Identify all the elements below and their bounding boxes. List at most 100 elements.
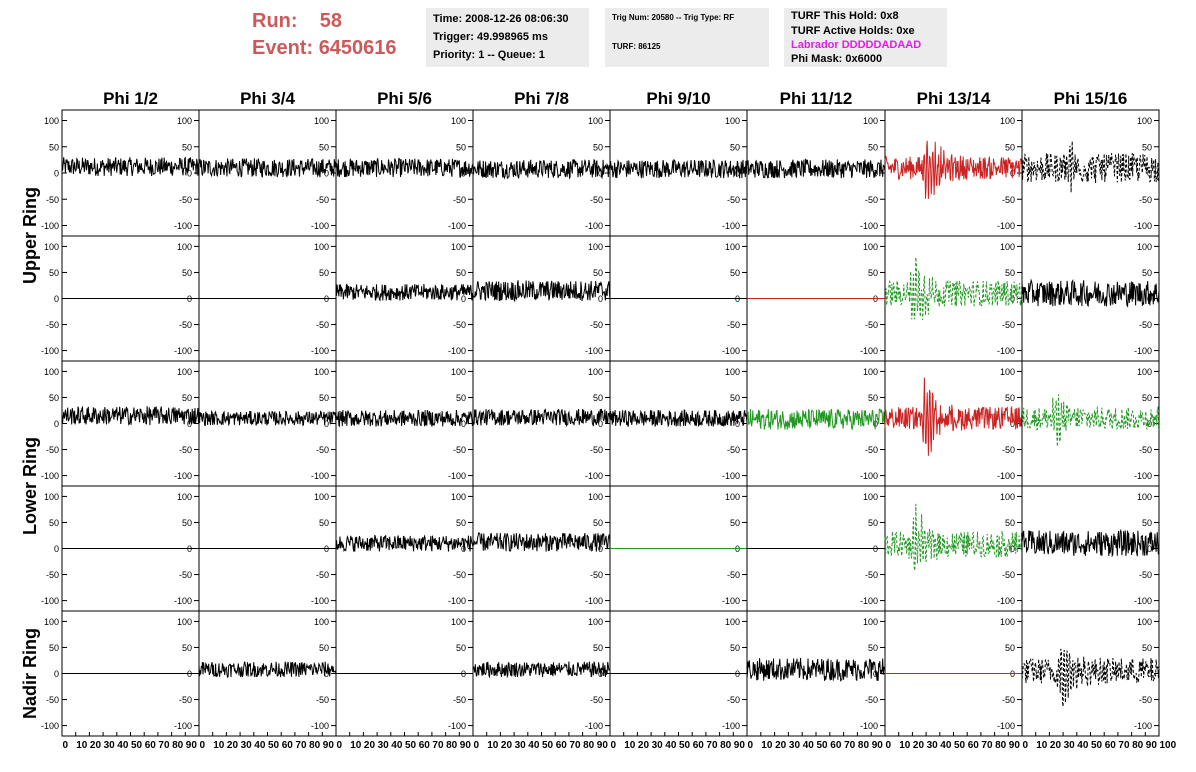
y-tick-label: -50 <box>179 445 192 455</box>
x-tick-label: 10 <box>350 740 362 751</box>
x-tick-label: 30 <box>1064 740 1076 751</box>
ring-label: Upper Ring <box>20 187 40 284</box>
y-tick-label: -100 <box>1134 721 1152 731</box>
plot-frame <box>472 360 611 487</box>
x-tick-label: 0 <box>611 740 617 751</box>
trigger-text: Trigger: 49.998965 ms <box>433 31 548 43</box>
trig-info-box: Trig Num: 20580 -- Trig Type: RF TURF: 8… <box>605 8 769 67</box>
y-tick-label: 100 <box>314 367 329 377</box>
y-tick-label: 50 <box>593 142 603 152</box>
y-tick-label: -50 <box>453 445 466 455</box>
x-tick-label: 100 <box>1160 740 1177 751</box>
x-tick-label: 60 <box>693 740 705 751</box>
y-tick-label: 50 <box>730 643 740 653</box>
y-tick-label: 50 <box>319 518 329 528</box>
waveform-trace <box>1021 141 1160 193</box>
y-tick-label: -100 <box>585 346 603 356</box>
y-tick-label: 100 <box>177 492 192 502</box>
y-tick-label: 50 <box>182 393 192 403</box>
y-tick-label: -50 <box>1002 195 1015 205</box>
y-tick-label: -50 <box>179 695 192 705</box>
y-tick-label: 50 <box>49 393 59 403</box>
x-tick-label: 50 <box>268 740 280 751</box>
x-tick-label: 0 <box>1023 740 1029 751</box>
x-tick-label: 40 <box>391 740 403 751</box>
y-tick-label: -50 <box>453 320 466 330</box>
y-tick-label: 100 <box>1137 367 1152 377</box>
x-tick-label: 0 <box>886 740 892 751</box>
x-tick-label: 10 <box>76 740 88 751</box>
y-tick-label: 100 <box>863 617 878 627</box>
x-tick-label: 50 <box>954 740 966 751</box>
y-tick-label: -50 <box>1139 320 1152 330</box>
x-tick-label: 20 <box>227 740 239 751</box>
y-tick-label: 100 <box>1000 367 1015 377</box>
x-tick-label: 70 <box>706 740 718 751</box>
y-tick-label: 100 <box>863 242 878 252</box>
x-tick-label: 40 <box>665 740 677 751</box>
y-tick-label: 100 <box>588 242 603 252</box>
y-tick-label: 50 <box>182 518 192 528</box>
y-tick-label: 50 <box>1142 518 1152 528</box>
y-tick-label: -100 <box>311 346 329 356</box>
y-tick-label: 50 <box>730 268 740 278</box>
column-header: Phi 5/6 <box>377 89 432 108</box>
x-tick-label: 90 <box>323 740 335 751</box>
x-tick-label: 70 <box>569 740 581 751</box>
turf-info-box: TURF This Hold: 0x8 TURF Active Holds: 0… <box>784 8 947 67</box>
y-tick-label: -100 <box>860 221 878 231</box>
y-tick-label: 50 <box>868 268 878 278</box>
y-tick-label: 0 <box>461 419 466 429</box>
y-tick-label: -100 <box>585 596 603 606</box>
y-tick-label: -100 <box>860 596 878 606</box>
x-tick-label: 90 <box>460 740 472 751</box>
y-tick-label: -100 <box>722 596 740 606</box>
y-tick-label: -100 <box>448 596 466 606</box>
y-tick-label: -100 <box>174 721 192 731</box>
y-tick-label: -100 <box>722 346 740 356</box>
x-tick-label: 50 <box>131 740 143 751</box>
y-tick-label: -50 <box>865 695 878 705</box>
y-tick-label: -50 <box>1139 195 1152 205</box>
y-tick-label: 0 <box>598 544 603 554</box>
y-tick-label: -50 <box>1002 445 1015 455</box>
x-tick-label: 80 <box>720 740 732 751</box>
x-tick-label: 20 <box>1050 740 1062 751</box>
y-tick-label: -50 <box>46 570 59 580</box>
x-tick-label: 30 <box>104 740 116 751</box>
turf-hold-text: TURF This Hold: 0x8 <box>791 10 899 22</box>
y-tick-label: -50 <box>316 320 329 330</box>
y-tick-label: -100 <box>311 596 329 606</box>
waveform-trace <box>198 158 337 178</box>
column-header: Phi 13/14 <box>917 89 991 108</box>
run-event-header: Run: 58 Event: 6450616 <box>252 8 397 62</box>
trig-num-text: Trig Num: 20580 -- Trig Type: RF <box>612 13 735 22</box>
y-tick-label: -100 <box>585 221 603 231</box>
x-tick-label: 60 <box>1105 740 1117 751</box>
y-tick-label: -50 <box>46 445 59 455</box>
phi-mask-text: Phi Mask: 0x6000 <box>791 53 883 65</box>
event-value: 6450616 <box>318 37 397 59</box>
x-tick-label: 0 <box>200 740 206 751</box>
y-tick-label: 100 <box>314 116 329 126</box>
time-text: Time: 2008-12-26 08:06:30 <box>433 13 569 25</box>
column-header: Phi 11/12 <box>780 89 853 108</box>
x-tick-label: 80 <box>446 740 458 751</box>
x-tick-label: 90 <box>1009 740 1021 751</box>
event-line: Event: 6450616 <box>252 35 397 62</box>
y-tick-label: -100 <box>997 721 1015 731</box>
x-tick-label: 80 <box>858 740 870 751</box>
waveform-trace <box>746 408 886 430</box>
y-tick-label: 50 <box>182 268 192 278</box>
y-tick-label: 50 <box>182 643 192 653</box>
waveform-trace <box>335 157 474 178</box>
y-tick-label: -50 <box>46 195 59 205</box>
x-tick-label: 30 <box>927 740 939 751</box>
y-tick-label: 100 <box>1000 492 1015 502</box>
x-tick-label: 30 <box>515 740 527 751</box>
y-tick-label: 50 <box>1142 643 1152 653</box>
y-tick-label: 100 <box>44 492 59 502</box>
column-header: Phi 3/4 <box>240 89 295 108</box>
y-tick-label: 100 <box>725 367 740 377</box>
